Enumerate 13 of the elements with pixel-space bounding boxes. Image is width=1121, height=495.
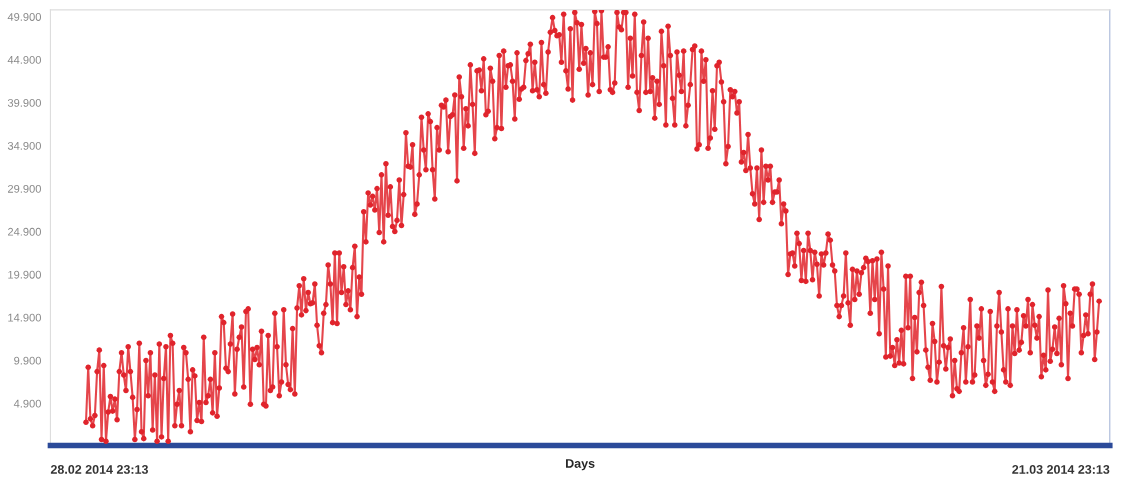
y-tick-label: 44.900 bbox=[7, 56, 41, 64]
y-tick-label: 34.900 bbox=[7, 141, 41, 150]
y-tick-label: 29.900 bbox=[8, 184, 41, 193]
y-tick-label: 24.900 bbox=[8, 227, 41, 236]
y-tick-label: 14.900 bbox=[8, 313, 41, 322]
y-tick-label: 19.900 bbox=[8, 270, 41, 279]
y-tick-label: 39.900 bbox=[7, 98, 41, 107]
y-tick-label: 9.900 bbox=[14, 356, 41, 365]
y-tick-label: 4.900 bbox=[13, 399, 41, 408]
x-axis-title: Days bbox=[566, 459, 595, 471]
y-tick-label: 49.900 bbox=[7, 13, 41, 21]
text: 21.03 2014 23:13 bbox=[1012, 465, 1110, 474]
text: 28.02 2014 23:13 bbox=[50, 465, 148, 474]
